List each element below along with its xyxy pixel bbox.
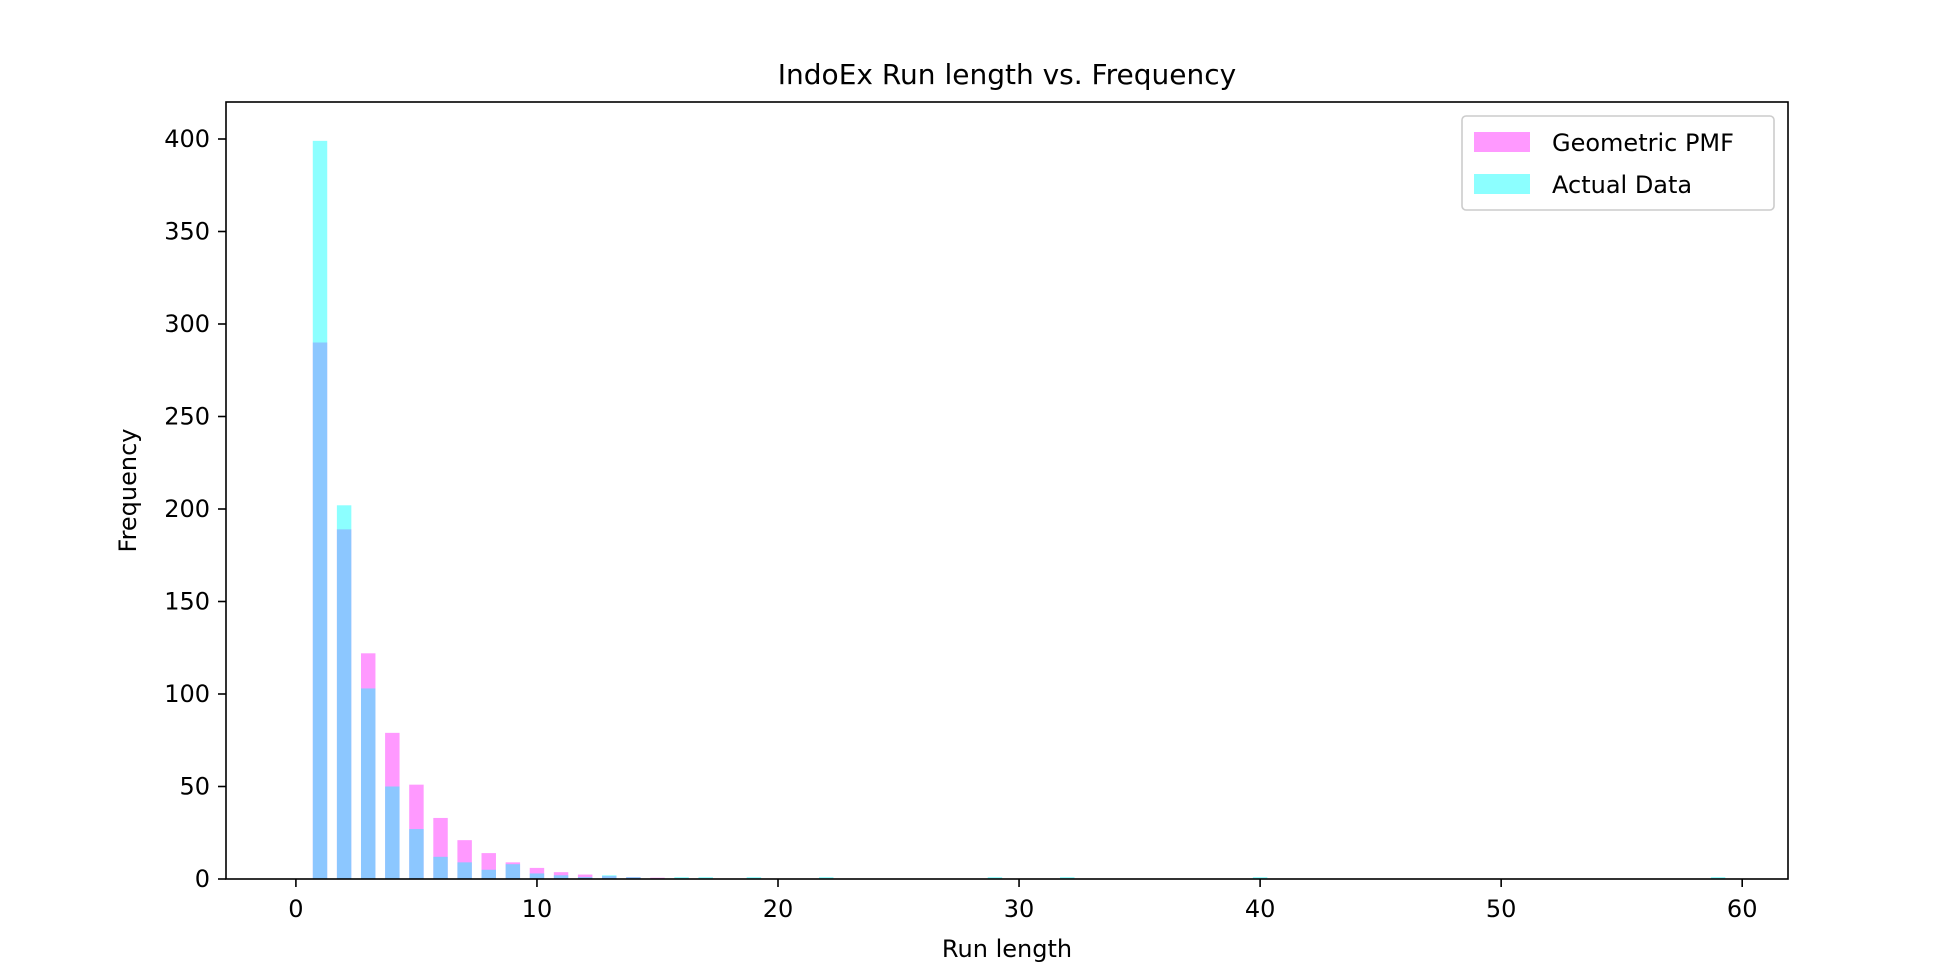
series-1 <box>312 342 665 879</box>
x-tick-label: 30 <box>1004 895 1035 923</box>
bar <box>312 140 328 880</box>
bar <box>336 529 352 879</box>
x-tick-label: 50 <box>1486 895 1517 923</box>
y-axis: 0 50 100 150 200 250 300 350 400 <box>164 125 226 893</box>
bar <box>505 862 521 879</box>
y-axis-label: Frequency <box>114 429 142 553</box>
bar <box>529 867 545 879</box>
y-tick-label: 300 <box>164 310 210 338</box>
y-tick-label: 400 <box>164 125 210 153</box>
bar <box>577 877 593 879</box>
x-tick-label: 0 <box>288 895 303 923</box>
bar <box>553 875 569 879</box>
y-tick-label: 0 <box>195 865 210 893</box>
x-tick-label: 20 <box>763 895 794 923</box>
y-tick-label: 100 <box>164 680 210 708</box>
legend-label: Actual Data <box>1552 171 1692 199</box>
y-tick-label: 150 <box>164 588 210 616</box>
plot-frame <box>225 101 1789 880</box>
bar <box>385 732 400 879</box>
bar <box>360 688 376 879</box>
bar <box>409 829 424 879</box>
chart-title: IndoEx Run length vs. Frequency <box>778 58 1236 91</box>
bar <box>987 877 1003 879</box>
bar <box>433 817 448 879</box>
bars-layer <box>312 140 1726 880</box>
x-tick-label: 10 <box>522 895 553 923</box>
bar <box>626 877 641 879</box>
bar <box>457 862 472 879</box>
legend: Geometric PMF Actual Data <box>1461 115 1775 211</box>
series-2 <box>312 140 1726 880</box>
bar <box>674 877 689 879</box>
bar <box>553 872 569 879</box>
bar <box>409 784 424 879</box>
x-axis-label: Run length <box>942 935 1072 963</box>
bar <box>385 786 400 879</box>
bar <box>312 342 328 879</box>
y-tick-label: 200 <box>164 495 210 523</box>
bar <box>818 877 834 879</box>
bar <box>602 875 617 879</box>
legend-swatch <box>1474 132 1530 152</box>
bar <box>336 505 352 879</box>
legend-box <box>1461 115 1775 211</box>
bar <box>1060 877 1075 879</box>
bar <box>626 877 641 879</box>
y-tick-label: 50 <box>179 773 210 801</box>
bar <box>529 873 545 879</box>
x-tick-label: 60 <box>1727 895 1758 923</box>
bar <box>505 864 521 879</box>
bar <box>360 653 376 879</box>
x-axis: 0 10 20 30 40 50 60 <box>288 879 1757 923</box>
y-tick-label: 350 <box>164 218 210 246</box>
bar <box>1252 877 1268 879</box>
legend-swatch <box>1474 174 1530 194</box>
bar <box>481 869 496 879</box>
legend-label: Geometric PMF <box>1552 129 1734 157</box>
x-tick-label: 40 <box>1245 895 1276 923</box>
bar <box>1710 877 1726 879</box>
bar <box>433 856 448 879</box>
bar <box>746 877 762 879</box>
y-tick-label: 250 <box>164 403 210 431</box>
bar <box>481 853 496 879</box>
bar <box>698 877 713 879</box>
bar <box>457 840 472 879</box>
bar <box>602 876 617 879</box>
bar <box>577 874 593 879</box>
